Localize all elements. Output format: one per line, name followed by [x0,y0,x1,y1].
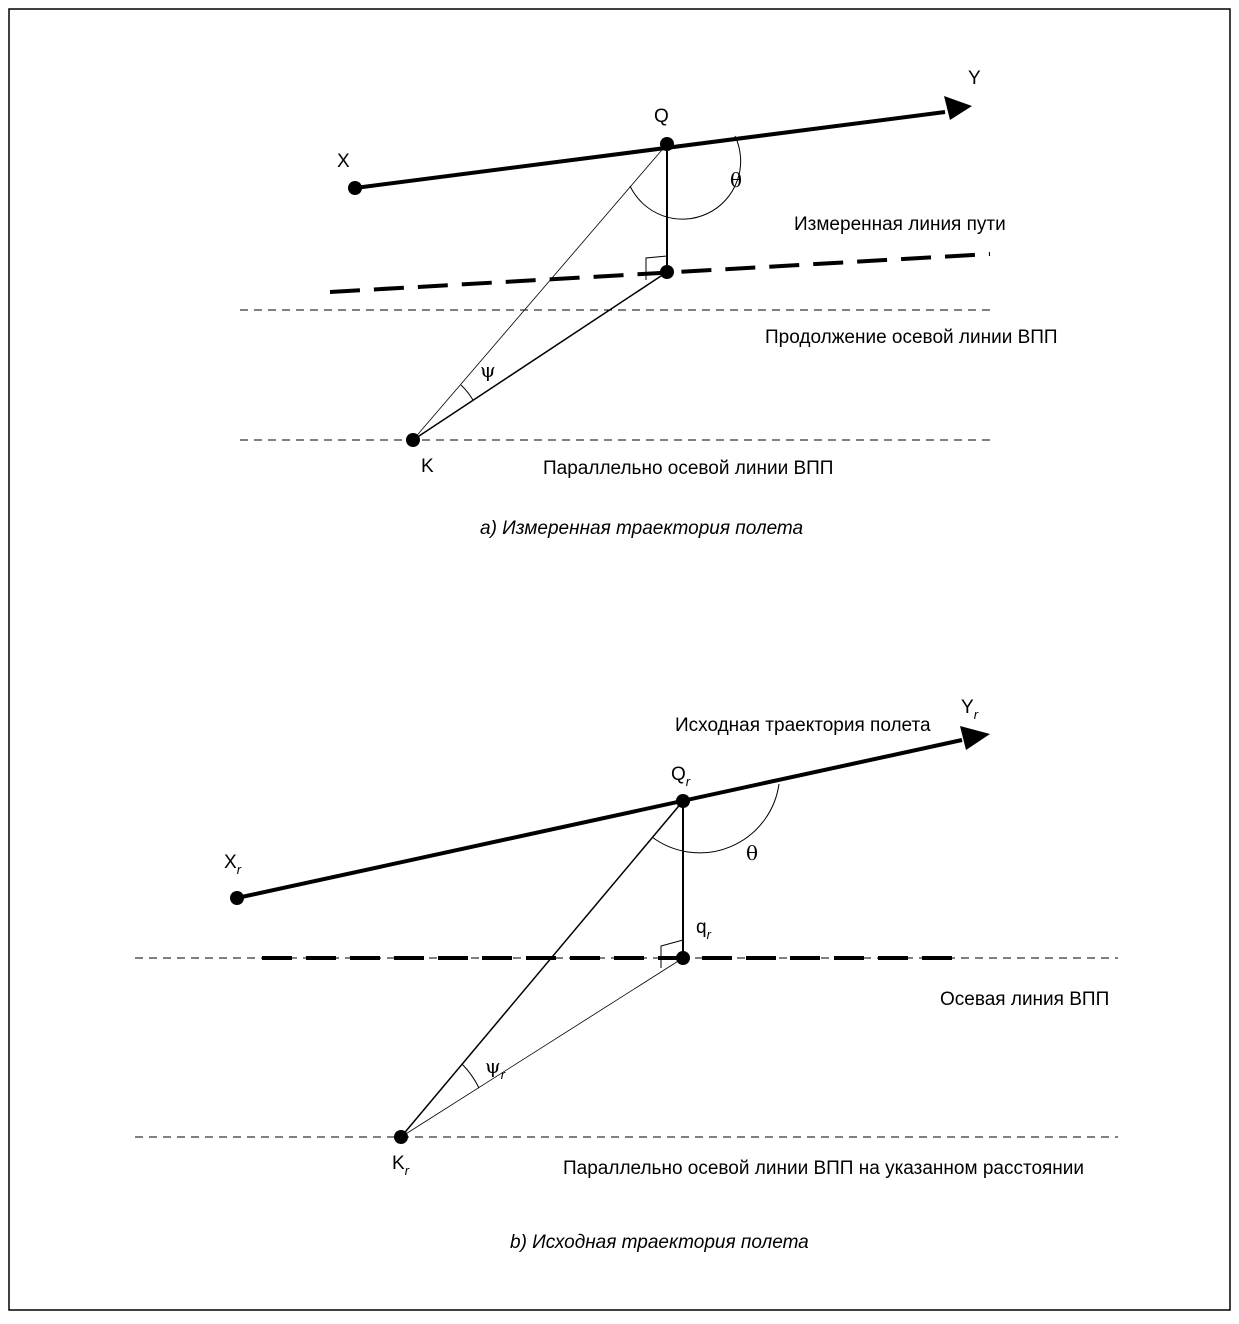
theta-arc-a [629,135,742,220]
label-psi-a: ψ [480,358,496,382]
arrowhead-y-a [944,96,972,120]
label-x-b-main: X [224,852,237,873]
label-parallel-centerline: Параллельно осевой линии ВПП [543,458,833,479]
label-psi-b-sub: r [501,1067,506,1082]
label-parallel-distance: Параллельно осевой линии ВПП на указанно… [563,1158,1084,1179]
point-foot-a [660,265,674,279]
label-x-b-sub: r [237,862,242,877]
label-theta-b: θ [746,841,758,865]
label-centerline-extension: Продолжение осевой линии ВПП [765,327,1058,348]
flight-path-line-b [236,738,963,900]
line-k-q-a [412,143,668,441]
label-k-b-main: K [392,1153,405,1174]
right-angle-marker-a [645,255,668,280]
theta-arc-b [651,783,780,854]
label-y-b: Yr [961,697,979,722]
point-x-a [348,181,362,195]
label-y-a: Y [968,68,981,89]
label-q-small-b-sub: r [707,927,712,942]
label-q-b-main: Q [671,764,686,785]
label-q-b-sub: r [686,774,691,789]
label-x-b: Xr [224,852,242,877]
label-y-b-sub: r [974,707,979,722]
label-runway-centerline: Осевая линия ВПП [940,989,1109,1010]
flight-track-line-a [354,110,946,190]
label-k-a: K [421,456,434,477]
point-k-a [406,433,420,447]
line-k-foot-b [400,957,684,1138]
point-x-b [230,891,244,905]
point-q-a [660,137,674,151]
point-q-b [676,794,690,808]
point-k-b [394,1130,408,1144]
diagram-a: X Y Q K θ ψ Измеренная линия пути Продол… [240,68,1058,539]
line-k-q-b [400,800,684,1138]
label-q-b: Qr [671,764,691,789]
label-psi-b-main: ψ [485,1054,501,1078]
label-psi-b: ψr [485,1054,506,1082]
label-k-b-sub: r [405,1163,410,1178]
psi-arc-b [461,1063,480,1089]
figure-border [8,8,1231,1311]
label-k-b: Kr [392,1153,410,1178]
label-y-b-main: Y [961,697,974,718]
psi-arc-a [460,384,474,401]
label-theta-a: θ [730,168,742,192]
caption-a: a) Измеренная траектория полета [480,518,803,539]
label-q-small-b: qr [696,917,712,942]
diagram-b: Xr Yr Qr qr Kr θ ψr Исходная траектория … [135,697,1118,1253]
line-k-foot-a [412,271,668,441]
arrowhead-y-b [960,726,990,750]
caption-b: b) Исходная траектория полета [510,1232,809,1253]
label-reference-path: Исходная траектория полета [675,715,931,736]
label-q-small-b-main: q [696,917,707,938]
right-angle-marker-b [660,939,684,968]
measured-track-line [329,252,991,294]
label-q-a: Q [654,106,669,127]
label-x-a: X [337,151,350,172]
label-measured-track: Измеренная линия пути [794,214,1006,235]
point-foot-b [676,951,690,965]
